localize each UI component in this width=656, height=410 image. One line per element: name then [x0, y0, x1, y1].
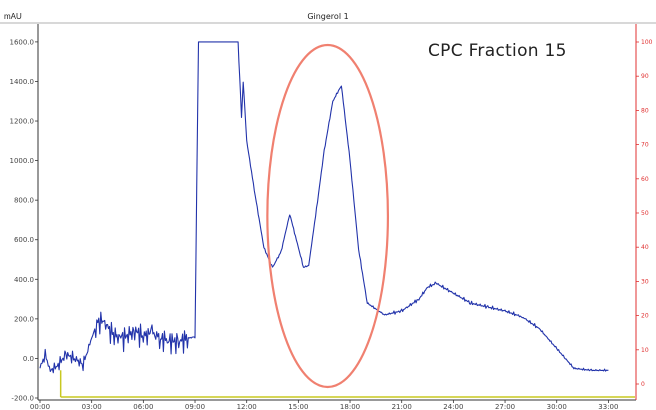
y-tick-label: 800.0	[14, 197, 34, 205]
x-tick-label: 21:00	[392, 403, 412, 410]
y-tick-label: 600.0	[14, 236, 34, 244]
y-tick-label: 1600.0	[10, 38, 35, 46]
x-tick-label: 33:00	[598, 403, 618, 410]
y-tick-label: 1000.0	[10, 157, 35, 165]
x-tick-label: 06:00	[133, 403, 153, 410]
right-tick-label: 80	[641, 107, 649, 114]
right-tick-label: 50	[641, 210, 649, 217]
x-tick-label: 03:00	[82, 403, 102, 410]
fraction-annotation: CPC Fraction 15	[428, 41, 567, 61]
right-tick-label: 90	[641, 73, 649, 80]
chromatogram-trace	[39, 41, 609, 374]
right-tick-label: 60	[641, 176, 649, 183]
x-tick-label: 12:00	[237, 403, 257, 410]
right-tick-label: 10	[641, 347, 649, 354]
x-tick-label: 30:00	[547, 403, 567, 410]
right-tick-label: 0	[641, 381, 645, 388]
y-tick-label: 1200.0	[10, 118, 35, 126]
y-axis-unit: mAU	[4, 12, 22, 21]
right-tick-label: 30	[641, 278, 649, 285]
right-tick-label: 100	[641, 39, 653, 46]
x-tick-label: 09:00	[185, 403, 205, 410]
chart-title: Gingerol 1	[307, 12, 349, 21]
x-tick-label: 18:00	[340, 403, 360, 410]
y-tick-label: 400.0	[14, 276, 34, 284]
y-tick-label: -200.0	[11, 395, 34, 403]
x-tick-label: 24:00	[443, 403, 463, 410]
x-tick-label: 27:00	[495, 403, 515, 410]
chart-header: mAU Gingerol 1	[0, 0, 656, 22]
right-tick-label: 20	[641, 313, 649, 320]
right-tick-label: 40	[641, 244, 649, 251]
peak-highlight-ellipse	[266, 43, 390, 389]
right-tick-label: 70	[641, 142, 649, 149]
y-tick-label: 200.0	[14, 315, 34, 323]
x-tick-label: 15:00	[288, 403, 308, 410]
y-tick-label: 0.0	[23, 355, 34, 363]
x-tick-label: 00:00	[30, 403, 50, 410]
y-tick-label: 1400.0	[10, 78, 35, 86]
